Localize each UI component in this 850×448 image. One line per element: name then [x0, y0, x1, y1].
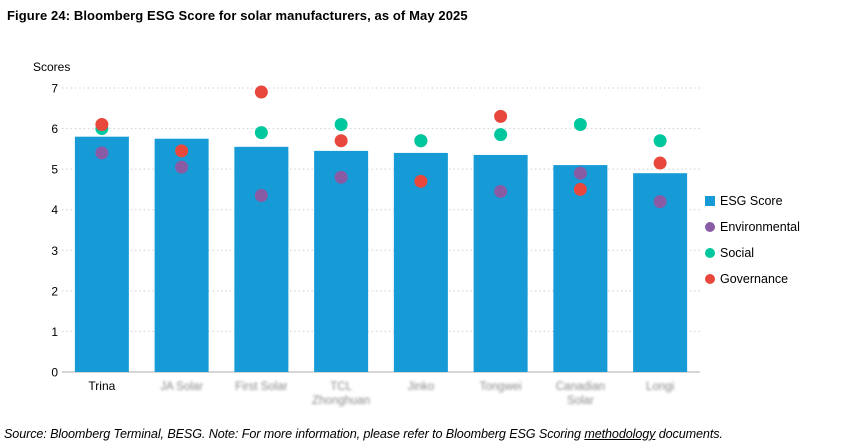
esg-score-bar-1	[74, 136, 129, 372]
governance-dot-6	[494, 109, 508, 123]
legend-item-esg-score: ESG Score	[705, 188, 800, 214]
legend-circle-marker	[705, 222, 715, 232]
environmental-dot-1	[95, 146, 109, 160]
x-axis-label-1: Trina	[88, 379, 115, 393]
social-dot-3	[254, 126, 268, 140]
legend-item-environmental: Environmental	[705, 214, 800, 240]
social-dot-8	[653, 134, 667, 148]
x-axis-label-4: Zhonghuan	[312, 395, 370, 407]
environmental-dot-8	[653, 195, 667, 209]
esg-score-bar-2	[154, 138, 209, 372]
esg-score-bar-7	[553, 165, 608, 372]
y-tick-label: 2	[51, 284, 58, 298]
environmental-dot-3	[254, 189, 268, 203]
environmental-dot-7	[573, 166, 587, 180]
legend-item-governance: Governance	[705, 266, 800, 292]
governance-dot-3	[254, 85, 268, 99]
governance-dot-7	[573, 182, 587, 196]
x-axis-label-7: Solar	[567, 395, 594, 407]
source-note-text: Source: Bloomberg Terminal, BESG. Note: …	[4, 427, 585, 441]
y-tick-label: 3	[51, 244, 58, 258]
y-tick-label: 5	[51, 163, 58, 177]
legend-label: Governance	[720, 272, 789, 286]
x-axis-label-7: Canadian	[556, 381, 605, 393]
y-tick-label: 7	[51, 82, 58, 96]
x-axis-label-6: Tongwei	[480, 381, 522, 393]
social-dot-5	[414, 134, 428, 148]
environmental-dot-4	[334, 170, 348, 184]
governance-dot-2	[175, 144, 189, 158]
legend-square-marker	[705, 196, 715, 206]
figure-title: Figure 24: Bloomberg ESG Score for solar…	[7, 8, 468, 23]
legend-item-social: Social	[705, 240, 800, 266]
x-axis-label-2: JA Solar	[160, 381, 203, 393]
y-tick-label: 0	[51, 366, 58, 380]
environmental-dot-2	[175, 160, 189, 174]
social-dot-4	[334, 118, 348, 132]
esg-score-bar-3	[234, 146, 289, 372]
social-dot-6	[494, 128, 508, 142]
legend-label: ESG Score	[720, 194, 783, 208]
governance-dot-4	[334, 134, 348, 148]
y-tick-label: 4	[51, 203, 58, 217]
x-axis-label-8: Longi	[646, 381, 674, 393]
y-tick-label: 6	[51, 122, 58, 136]
y-tick-label: 1	[51, 325, 58, 339]
legend-circle-marker	[705, 248, 715, 258]
x-axis-label-3: First Solar	[235, 381, 288, 393]
social-dot-7	[573, 118, 587, 132]
legend-circle-marker	[705, 274, 715, 284]
governance-dot-8	[653, 156, 667, 170]
legend-label: Environmental	[720, 220, 800, 234]
esg-score-bar-5	[393, 152, 448, 372]
chart-legend: ESG Score Environmental Social Governance	[705, 188, 800, 292]
governance-dot-5	[414, 174, 428, 188]
environmental-dot-6	[494, 184, 508, 198]
source-note: Source: Bloomberg Terminal, BESG. Note: …	[4, 427, 850, 441]
x-axis-label-5: Jinko	[407, 381, 434, 393]
esg-score-bar-4	[314, 150, 369, 372]
y-axis-title: Scores	[33, 60, 70, 74]
methodology-link[interactable]: methodology	[584, 427, 656, 441]
source-note-suffix: documents.	[655, 427, 723, 441]
x-axis-label-4: TCL	[330, 381, 352, 393]
governance-dot-1	[95, 118, 109, 132]
legend-label: Social	[720, 246, 755, 260]
